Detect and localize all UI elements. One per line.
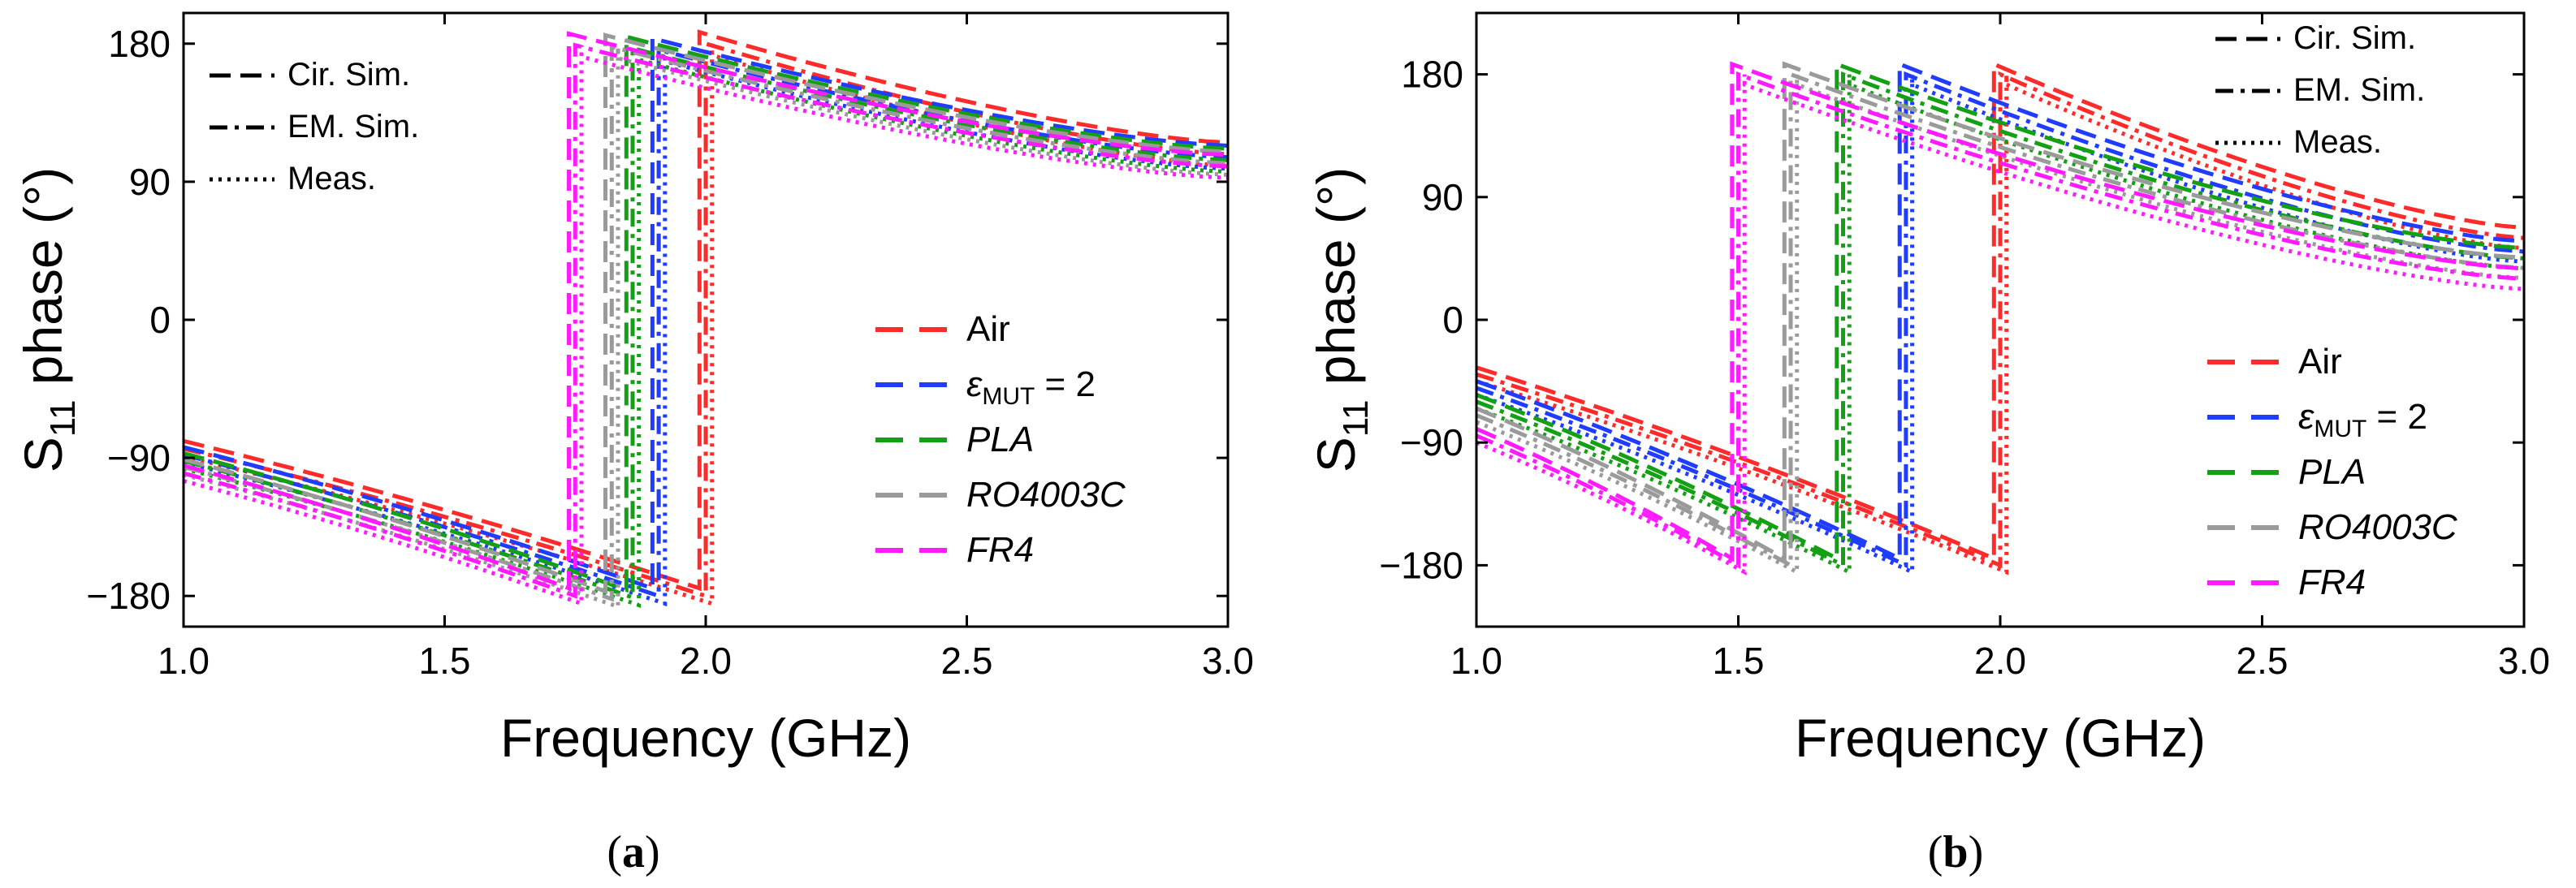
- caption-a: (a): [607, 827, 659, 877]
- y-tick-label: 180: [108, 23, 171, 65]
- legend-label: Air: [966, 309, 1010, 349]
- y-tick-label: −180: [1379, 544, 1463, 586]
- x-axis-label: Frequency (GHz): [1795, 708, 2206, 768]
- style-legend-label: EM. Sim.: [287, 109, 419, 144]
- x-tick-label: 2.0: [680, 640, 732, 682]
- style-legend-label: Meas.: [287, 161, 376, 196]
- panel-a: 1.0 1.5 2.0 2.5 3.0 180 90 0 −90 −180 Frequency (G…: [13, 11, 1254, 768]
- y-label-rest: phase (°): [13, 167, 73, 400]
- plot-area: [1476, 61, 2524, 576]
- series-PLA-dash-line: [1476, 61, 2524, 563]
- style-legend-label: EM. Sim.: [2293, 72, 2425, 108]
- caption-b: (b): [1928, 827, 1983, 877]
- plot-area: [184, 29, 1228, 610]
- series-FR4-dashdot-line: [184, 42, 1228, 599]
- y-label-sub: 11: [1336, 400, 1376, 438]
- legend-label: RO4003C: [2298, 507, 2458, 547]
- series-RO4003C-dash-line: [1476, 61, 2524, 563]
- legend-label-main: Air: [966, 309, 1010, 349]
- legend-label-main: ε: [2298, 397, 2315, 437]
- x-tick-label: 1.5: [419, 640, 471, 682]
- legend-label-sub: MUT: [982, 383, 1035, 410]
- style-legend-label: Cir. Sim.: [2293, 20, 2416, 56]
- series-FR4-dashdot-line: [1476, 71, 2524, 569]
- series-FR4-dash-line: [1476, 61, 2524, 563]
- legend-label-rest: = 2: [1035, 364, 1096, 404]
- x-tick-label: 1.5: [1713, 640, 1765, 682]
- legend-label: FR4: [966, 530, 1034, 570]
- y-label-sub: 11: [43, 400, 83, 438]
- legend-label: PLA: [966, 420, 1034, 459]
- style-legend-label: Cir. Sim.: [287, 57, 410, 93]
- y-tick-label: −180: [86, 575, 171, 617]
- y-tick-label: −90: [1400, 421, 1463, 463]
- legend-label: εMUT = 2: [2298, 397, 2427, 442]
- y-label-rest: phase (°): [1306, 167, 1366, 400]
- legend-label: Air: [2298, 342, 2342, 381]
- series-eps2-dashdot-line: [1476, 71, 2524, 569]
- series-FR4-dash-line: [184, 31, 1228, 592]
- y-tick-label: 90: [129, 161, 171, 203]
- series-RO4003C-dot-line: [1476, 74, 2524, 575]
- x-tick-label: 1.0: [1450, 640, 1502, 682]
- legend-label-main: PLA: [2298, 452, 2366, 492]
- x-tick-label: 3.0: [1202, 640, 1254, 682]
- legend-label: εMUT = 2: [966, 364, 1096, 410]
- style-legend-label: Meas.: [2293, 124, 2382, 160]
- legend-label: PLA: [2298, 452, 2366, 492]
- series-Air-dash-line: [184, 29, 1228, 592]
- x-tick-label: 1.0: [158, 640, 210, 682]
- x-axis-label: Frequency (GHz): [500, 708, 911, 768]
- x-tick-label: 2.5: [2237, 640, 2289, 682]
- legend-label: RO4003C: [966, 475, 1126, 515]
- x-tick-label: 2.0: [1974, 640, 2026, 682]
- y-tick-label: 0: [1442, 299, 1463, 341]
- legend-label-main: PLA: [966, 420, 1034, 459]
- series-eps2-dot-line: [1476, 74, 2524, 575]
- y-tick-label: −90: [107, 437, 171, 479]
- x-tick-label: 2.5: [941, 640, 993, 682]
- y-tick-label: 0: [149, 299, 171, 341]
- y-label-main: S: [1306, 437, 1366, 472]
- legend-label-main: Air: [2298, 342, 2342, 381]
- legend-label-rest: = 2: [2366, 397, 2427, 437]
- panel-b: 1.0 1.5 2.0 2.5 3.0 180 90 0 −90 −180 Frequency (G…: [1306, 11, 2550, 768]
- y-axis-label: S11 phase (°): [1306, 167, 1376, 473]
- legend-label-main: FR4: [2298, 563, 2366, 602]
- series-eps2-dash-line: [184, 35, 1228, 592]
- series-eps2-dash-line: [1476, 61, 2524, 562]
- legend-label-main: FR4: [966, 530, 1034, 570]
- legend-label: FR4: [2298, 563, 2366, 602]
- legend-label-sub: MUT: [2314, 416, 2366, 442]
- legend-label-main: ε: [966, 364, 983, 404]
- y-axis-label: S11 phase (°): [13, 167, 83, 473]
- legend-label-main: RO4003C: [966, 475, 1126, 515]
- x-tick-label: 3.0: [2498, 640, 2550, 682]
- y-label-main: S: [13, 437, 73, 472]
- series-Air-dash-line: [1476, 61, 2524, 562]
- y-tick-label: 180: [1401, 54, 1463, 96]
- series-RO4003C-dashdot-line: [184, 44, 1228, 602]
- legend-label-main: RO4003C: [2298, 507, 2458, 547]
- series-FR4-dot-line: [184, 45, 1228, 607]
- y-tick-label: 90: [1422, 176, 1463, 218]
- series-Air-dashdot-line: [1476, 71, 2524, 569]
- series-RO4003C-dashdot-line: [1476, 71, 2524, 569]
